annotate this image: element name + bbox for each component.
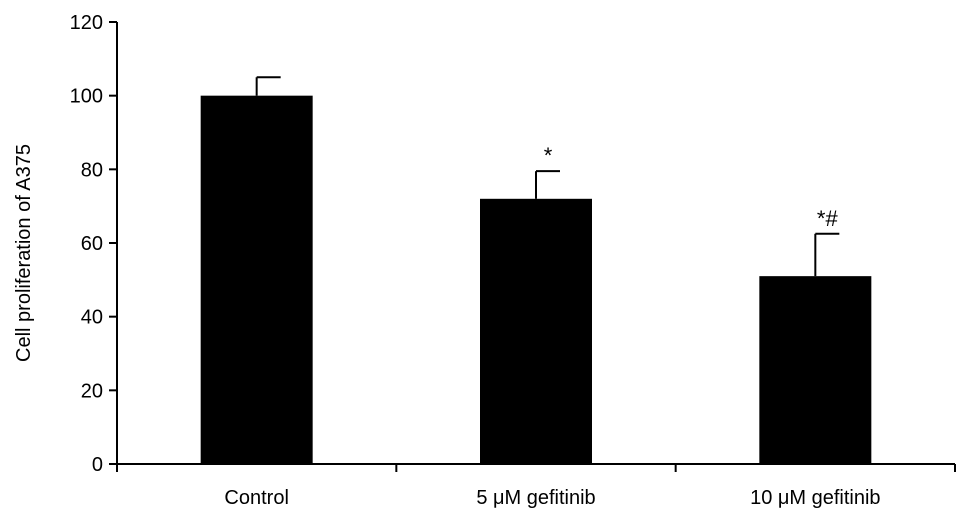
significance-marker: * xyxy=(544,143,553,168)
bar xyxy=(200,95,313,465)
y-tick-label: 20 xyxy=(81,380,103,402)
y-tick-label: 40 xyxy=(81,307,103,329)
y-axis-title: Cell proliferation of A375 xyxy=(13,144,35,362)
y-tick-label: 60 xyxy=(81,233,103,255)
x-category-label: Control xyxy=(224,487,288,509)
x-category-label: 10 μM gefitinib xyxy=(750,487,880,509)
x-axis: Control 5 μM gefitinib 10 μM gefitinib xyxy=(116,463,956,509)
bars: * *# xyxy=(200,76,872,465)
y-tick-label: 0 xyxy=(92,454,103,476)
x-category-label: 5 μM gefitinib xyxy=(476,487,595,509)
bar xyxy=(480,198,592,465)
bar xyxy=(759,276,872,464)
y-tick-label: 120 xyxy=(70,12,103,34)
y-tick-label: 100 xyxy=(70,86,103,108)
y-tick-label: 80 xyxy=(81,159,103,181)
significance-marker: *# xyxy=(817,206,839,231)
y-axis: 0 20 40 60 80 100 120 xyxy=(70,12,118,476)
